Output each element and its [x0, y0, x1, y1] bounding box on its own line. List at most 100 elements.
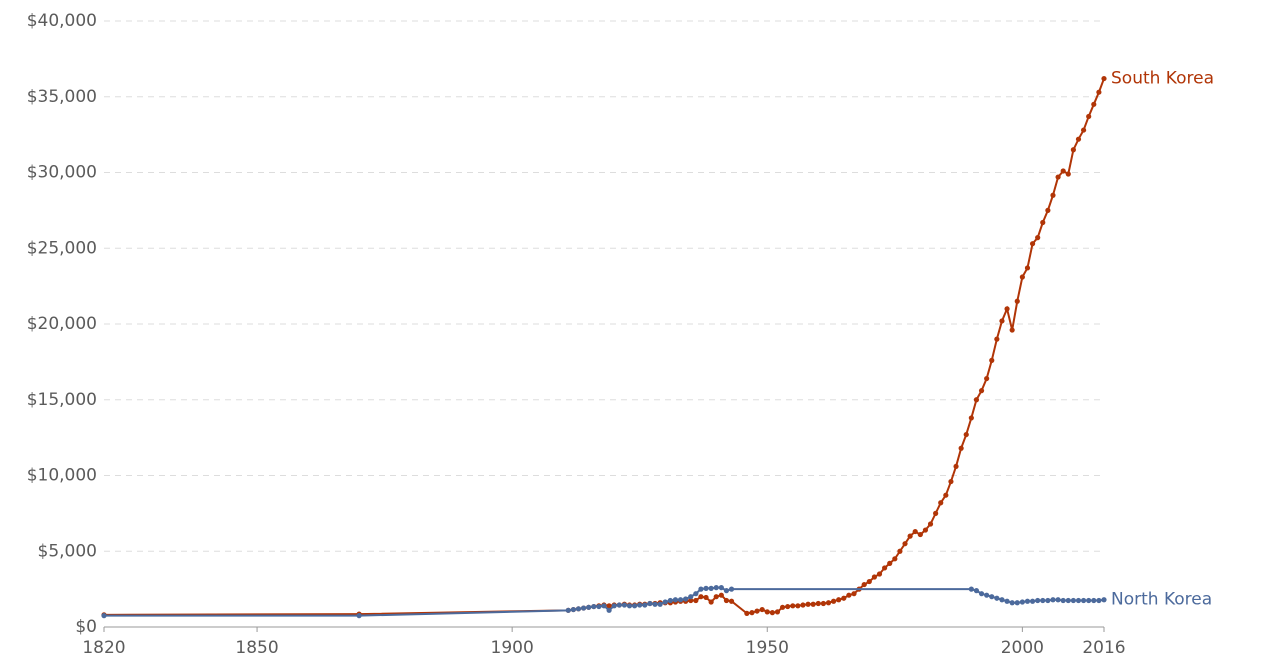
data-point [647, 600, 653, 607]
x-tick-label: 2000 [1001, 638, 1044, 658]
data-point [846, 592, 852, 598]
y-tick-label: $5,000 [38, 541, 97, 561]
data-point [815, 600, 821, 607]
data-point [1055, 597, 1061, 603]
data-point [871, 574, 878, 580]
x-tick-label: 2016 [1082, 638, 1125, 658]
data-point [606, 607, 612, 613]
data-point [1009, 327, 1015, 333]
y-tick-label: $40,000 [27, 11, 97, 31]
data-point [897, 548, 903, 554]
data-point [1065, 597, 1071, 604]
data-point [1045, 597, 1051, 604]
data-point [1050, 192, 1056, 198]
data-point [1029, 241, 1036, 247]
series-line [104, 586, 1105, 617]
data-point [927, 521, 934, 527]
data-point [1014, 298, 1020, 304]
data-point [591, 603, 597, 610]
data-point [1014, 600, 1020, 606]
data-point [978, 591, 985, 597]
data-point [790, 603, 796, 609]
data-point [637, 602, 643, 608]
data-point [943, 492, 949, 498]
data-point [667, 597, 673, 604]
data-point [693, 591, 699, 597]
data-point [876, 571, 883, 577]
data-point [907, 533, 913, 539]
data-point [723, 597, 730, 604]
x-tick-label: 1850 [235, 638, 278, 658]
data-point [728, 586, 735, 592]
y-tick-label: $15,000 [27, 390, 97, 410]
data-point [1019, 274, 1025, 280]
data-point [866, 578, 872, 585]
data-point [1086, 113, 1092, 120]
data-point [744, 610, 750, 616]
data-point [825, 600, 832, 606]
data-point [1004, 598, 1010, 604]
data-point [882, 565, 888, 571]
data-point [703, 594, 709, 601]
data-point [953, 463, 959, 470]
data-point [989, 594, 995, 600]
data-point [683, 596, 689, 602]
data-point [749, 610, 755, 616]
data-point [800, 602, 806, 608]
data-point [1101, 75, 1107, 82]
data-point [688, 597, 694, 604]
data-point [999, 597, 1005, 603]
data-point [810, 601, 816, 607]
y-tick-label: $25,000 [27, 238, 97, 258]
data-point [1070, 147, 1076, 153]
data-point [1091, 101, 1097, 107]
data-point [1060, 597, 1066, 604]
data-point [912, 528, 918, 535]
data-point [1075, 597, 1082, 604]
data-point [1024, 598, 1031, 604]
data-point [616, 602, 622, 608]
data-point [754, 608, 760, 614]
data-point [851, 591, 857, 597]
data-point [774, 609, 781, 615]
data-point [994, 595, 1000, 601]
data-point [973, 397, 980, 403]
data-point [1045, 207, 1051, 213]
data-point [1019, 599, 1025, 605]
data-point [601, 603, 607, 609]
data-point [785, 603, 791, 610]
data-point [718, 592, 724, 598]
data-point [713, 594, 719, 600]
data-point [1040, 219, 1046, 226]
data-point [586, 604, 592, 610]
data-point [1086, 597, 1092, 604]
data-point [820, 600, 826, 607]
data-point [759, 606, 765, 613]
data-point [999, 318, 1005, 324]
data-point [708, 585, 714, 591]
x-tick-label: 1900 [491, 638, 534, 658]
data-point [1075, 136, 1082, 142]
data-point [795, 603, 801, 609]
data-point [841, 595, 847, 601]
data-point [984, 592, 990, 598]
data-point [672, 597, 679, 603]
data-point [948, 478, 954, 485]
data-point [626, 603, 633, 609]
data-point [580, 605, 587, 611]
data-point [565, 607, 571, 613]
y-tick-label: $35,000 [27, 87, 97, 107]
data-point [718, 585, 724, 591]
data-point [984, 375, 990, 382]
data-point [606, 603, 612, 609]
data-point [968, 586, 974, 592]
data-point [887, 560, 893, 566]
data-point [1009, 600, 1015, 606]
data-point [1101, 597, 1107, 603]
x-tick-label: 1950 [746, 638, 789, 658]
y-tick-label: $20,000 [27, 314, 97, 334]
data-point [698, 586, 704, 592]
data-point [1096, 89, 1102, 95]
data-point [1060, 168, 1066, 174]
